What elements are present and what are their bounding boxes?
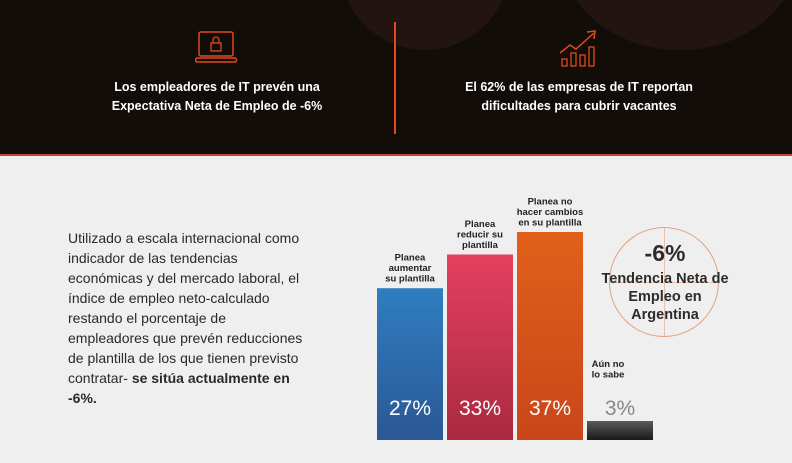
- bar: [377, 288, 443, 440]
- divider: [394, 22, 396, 134]
- laptop-lock-icon: [195, 31, 238, 63]
- bar: [447, 254, 513, 440]
- bar-category-label: Planea aumentar su plantilla: [385, 253, 435, 285]
- bar-value-label: 27%: [389, 397, 431, 420]
- intro-text: Utilizado a escala internacional como in…: [68, 230, 303, 386]
- net-value: -6%: [644, 240, 686, 266]
- bar-value-label: 37%: [529, 397, 571, 420]
- bar-category-label: Aún no lo sabe: [592, 359, 625, 381]
- header-band: Los empleadores de IT prevén una Expecta…: [0, 0, 792, 155]
- net-ring: [609, 227, 719, 337]
- background-glow: [340, 0, 510, 50]
- stat-right: El 62% de las empresas de IT reportan di…: [465, 80, 693, 113]
- net-label: Tendencia Neta de Empleo en Argentina: [601, 271, 729, 323]
- employment-bar-chart: 27% Planea aumentar su plantilla 33% Planea re…: [377, 197, 653, 440]
- growth-chart-icon: [559, 30, 596, 67]
- stat-left: Los empleadores de IT prevén una Expecta…: [111, 80, 323, 113]
- bar: [517, 232, 583, 440]
- bar-category-label: Planea no hacer cambios en su plantilla: [517, 197, 584, 229]
- intro-paragraph: Utilizado a escala internacional como in…: [68, 228, 308, 408]
- bar-value-label: 33%: [459, 397, 501, 420]
- bar: [587, 421, 653, 440]
- intro-highlight: se sitúa actualmente en -6%.: [68, 370, 290, 406]
- header-rule: [0, 154, 792, 156]
- bar-category-label: Planea reducir su plantilla: [457, 219, 503, 251]
- bar-value-label: 3%: [605, 397, 635, 420]
